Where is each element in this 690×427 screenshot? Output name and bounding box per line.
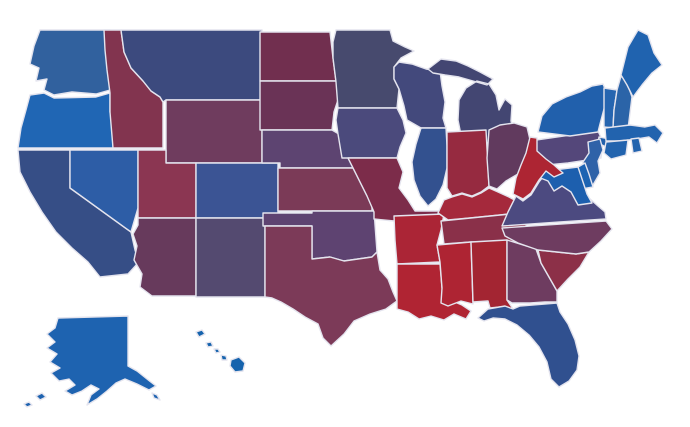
state-nm[interactable] xyxy=(195,217,266,298)
state-in[interactable] xyxy=(446,129,490,197)
state-il[interactable] xyxy=(411,127,448,207)
state-sd[interactable] xyxy=(259,80,340,131)
state-wv[interactable] xyxy=(512,136,564,200)
state-nd[interactable] xyxy=(259,31,337,82)
state-me[interactable] xyxy=(620,29,663,98)
state-md[interactable] xyxy=(536,166,593,206)
state-or[interactable] xyxy=(17,92,115,149)
state-az[interactable] xyxy=(132,217,197,297)
state-co[interactable] xyxy=(195,162,279,219)
state-tx[interactable] xyxy=(264,225,398,347)
state-hi[interactable] xyxy=(195,329,246,373)
state-ar[interactable] xyxy=(393,213,445,265)
state-ia[interactable] xyxy=(335,107,407,159)
state-ak[interactable] xyxy=(23,315,161,408)
state-ct[interactable] xyxy=(603,139,629,160)
state-ri[interactable] xyxy=(630,137,643,154)
state-nv[interactable] xyxy=(69,149,139,233)
state-ms[interactable] xyxy=(436,241,474,307)
state-nc[interactable] xyxy=(501,220,613,255)
state-wa[interactable] xyxy=(29,29,111,96)
state-wy[interactable] xyxy=(165,99,263,164)
state-fl[interactable] xyxy=(477,302,580,388)
